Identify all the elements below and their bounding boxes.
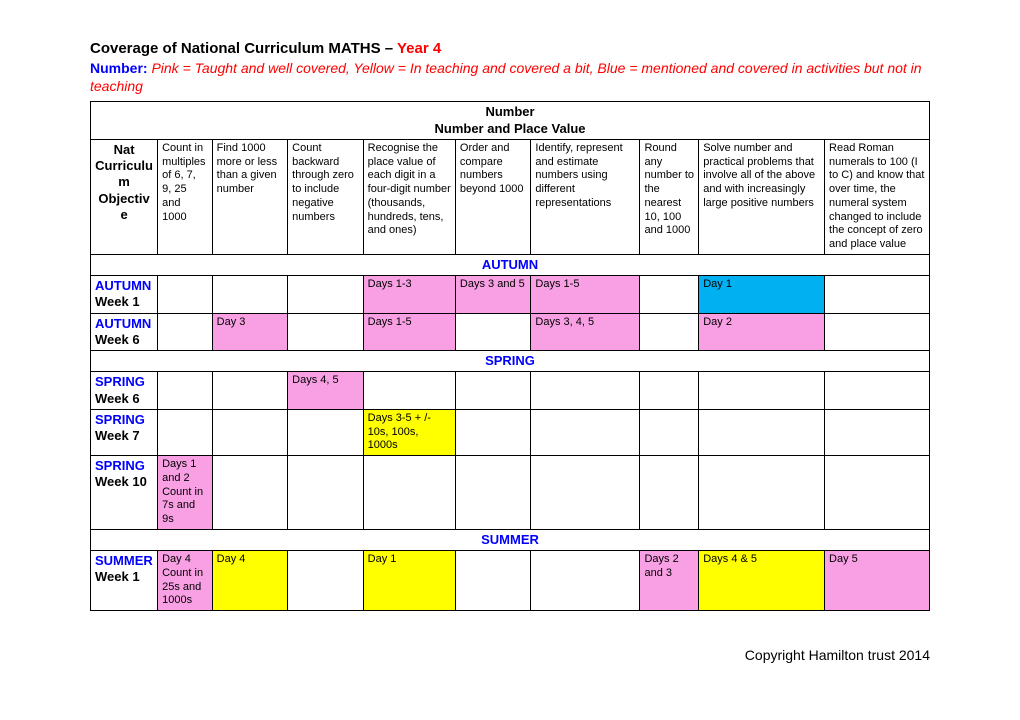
cell — [699, 372, 825, 410]
cell — [640, 313, 699, 351]
cell: Day 5 — [825, 551, 930, 611]
cell: Days 1-5 — [531, 276, 640, 314]
row-label: SUMMERWeek 1 — [91, 551, 158, 611]
cell: Day 1 — [699, 276, 825, 314]
cell — [531, 456, 640, 530]
title-year: Year 4 — [397, 40, 441, 57]
cell — [158, 313, 213, 351]
footer-copyright: Copyright Hamilton trust 2014 — [90, 647, 930, 663]
cell: Days 3 and 5 — [455, 276, 531, 314]
page-title: Coverage of National Curriculum MATHS – … — [90, 40, 930, 57]
cell: Day 1 — [363, 551, 455, 611]
cell: Days 3-5 + /- 10s, 100s, 1000s — [363, 409, 455, 455]
cell — [640, 372, 699, 410]
legend-text: Pink = Taught and well covered, Yellow =… — [90, 60, 922, 94]
row-label: SPRINGWeek 6 — [91, 372, 158, 410]
cell: Day 4 — [212, 551, 288, 611]
cell — [288, 551, 364, 611]
objective-7: Round any number to the nearest 10, 100 … — [640, 139, 699, 254]
season-header: SUMMER — [91, 529, 930, 550]
objective-1: Count in multiples of 6, 7, 9, 25 and 10… — [158, 139, 213, 254]
cell — [825, 276, 930, 314]
cell — [288, 313, 364, 351]
cell — [531, 551, 640, 611]
cell: Days 4 & 5 — [699, 551, 825, 611]
cell — [531, 409, 640, 455]
objective-header: Nat Curriculum Objective — [91, 139, 158, 254]
cell: Days 1-3 — [363, 276, 455, 314]
cell — [825, 313, 930, 351]
cell — [825, 456, 930, 530]
objective-6: Identify, represent and estimate numbers… — [531, 139, 640, 254]
cell — [158, 276, 213, 314]
season-header: AUTUMN — [91, 254, 930, 275]
cell: Day 2 — [699, 313, 825, 351]
row-label: SPRINGWeek 7 — [91, 409, 158, 455]
cell — [212, 456, 288, 530]
cell — [288, 409, 364, 455]
cell — [699, 456, 825, 530]
legend-line: Number: Pink = Taught and well covered, … — [90, 59, 930, 95]
cell — [455, 313, 531, 351]
cell — [825, 409, 930, 455]
objective-3: Count backward through zero to include n… — [288, 139, 364, 254]
cell — [363, 372, 455, 410]
coverage-table: NumberNumber and Place ValueNat Curricul… — [90, 101, 930, 611]
cell: Day 4 Count in 25s and 1000s — [158, 551, 213, 611]
objective-5: Order and compare numbers beyond 1000 — [455, 139, 531, 254]
cell — [158, 409, 213, 455]
cell — [825, 372, 930, 410]
cell — [212, 276, 288, 314]
cell — [288, 276, 364, 314]
row-label: AUTUMNWeek 6 — [91, 313, 158, 351]
cell — [531, 372, 640, 410]
cell: Days 4, 5 — [288, 372, 364, 410]
legend-label: Number: — [90, 60, 148, 76]
cell — [640, 409, 699, 455]
cell — [455, 551, 531, 611]
cell — [699, 409, 825, 455]
cell — [640, 276, 699, 314]
cell — [212, 409, 288, 455]
objective-8: Solve number and practical problems that… — [699, 139, 825, 254]
cell — [212, 372, 288, 410]
cell — [363, 456, 455, 530]
row-label: SPRINGWeek 10 — [91, 456, 158, 530]
cell: Days 2 and 3 — [640, 551, 699, 611]
season-header: SPRING — [91, 351, 930, 372]
cell — [455, 409, 531, 455]
cell — [455, 372, 531, 410]
cell: Days 1 and 2 Count in 7s and 9s — [158, 456, 213, 530]
cell: Day 3 — [212, 313, 288, 351]
cell: Days 3, 4, 5 — [531, 313, 640, 351]
row-label: AUTUMNWeek 1 — [91, 276, 158, 314]
cell — [158, 372, 213, 410]
objective-9: Read Roman numerals to 100 (I to C) and … — [825, 139, 930, 254]
cell — [288, 456, 364, 530]
section-header: NumberNumber and Place Value — [91, 102, 930, 140]
title-prefix: Coverage of National Curriculum MATHS – — [90, 40, 397, 57]
cell — [640, 456, 699, 530]
objective-2: Find 1000 more or less than a given numb… — [212, 139, 288, 254]
cell — [455, 456, 531, 530]
cell: Days 1-5 — [363, 313, 455, 351]
objective-4: Recognise the place value of each digit … — [363, 139, 455, 254]
